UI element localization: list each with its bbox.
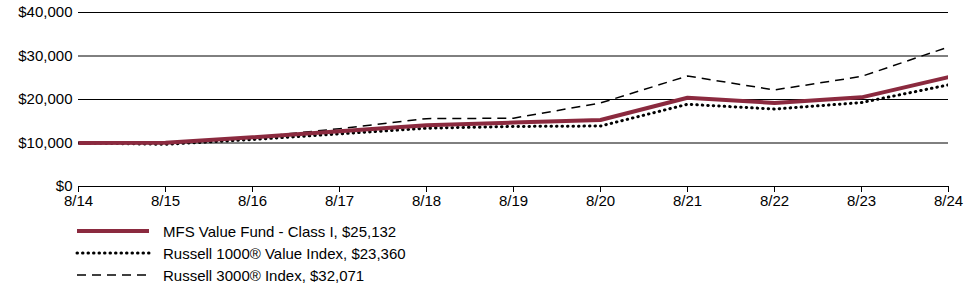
svg-text:8/17: 8/17 (325, 192, 354, 209)
svg-text:8/24: 8/24 (934, 192, 963, 209)
svg-text:$40,000: $40,000 (18, 3, 72, 20)
svg-text:$10,000: $10,000 (18, 134, 72, 151)
svg-text:8/18: 8/18 (412, 192, 441, 209)
svg-text:8/15: 8/15 (151, 192, 180, 209)
svg-text:8/19: 8/19 (499, 192, 528, 209)
html-text:MFS Value Fund - Class I, $25,: MFS Value Fund - Class I, $25,132 (163, 222, 397, 240)
svg-text:8/21: 8/21 (673, 192, 702, 209)
svg-text:8/16: 8/16 (238, 192, 267, 209)
svg-text:$20,000: $20,000 (18, 90, 72, 107)
svg-text:$30,000: $30,000 (18, 47, 72, 64)
svg-text:8/23: 8/23 (847, 192, 876, 209)
svg-text:8/22: 8/22 (760, 192, 789, 209)
html-text:Russell 1000® Value Index, $23: Russell 1000® Value Index, $23,360 (163, 244, 406, 262)
svg-text:8/14: 8/14 (64, 192, 93, 209)
svg-text:8/20: 8/20 (586, 192, 615, 209)
html-text:Russell 3000® Index, $32,071: Russell 3000® Index, $32,071 (163, 266, 365, 284)
svg-text:$0: $0 (56, 177, 73, 194)
